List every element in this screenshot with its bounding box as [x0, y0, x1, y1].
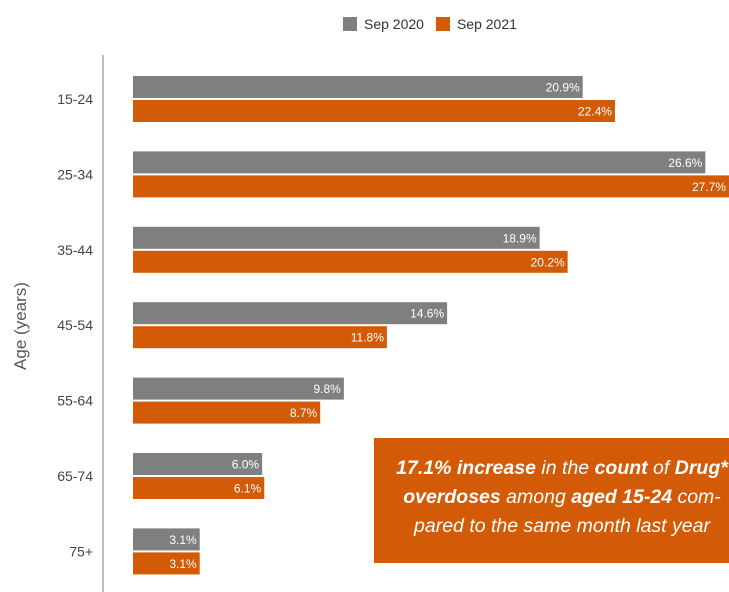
bar-sep-2021-45-54 — [133, 326, 387, 349]
category-label: 15-24 — [57, 91, 93, 107]
callout-text: among — [500, 486, 572, 508]
data-label: 14.6% — [410, 307, 444, 321]
bar-sep-2021-35-44 — [133, 250, 568, 273]
data-label: 3.1% — [169, 533, 197, 547]
bar-sep-2021-55-64 — [133, 401, 321, 424]
data-label: 18.9% — [503, 231, 537, 245]
category-label: 35-44 — [57, 242, 93, 258]
category-label: 75+ — [69, 543, 93, 559]
callout-text: in the — [536, 457, 595, 479]
callout-emphasis-age: aged 15-24 — [571, 486, 673, 508]
data-label: 9.8% — [313, 382, 341, 396]
bar-sep-2021-15-24 — [133, 100, 615, 122]
bar-sep-2020-65-74 — [133, 453, 263, 475]
category-label: 55-64 — [57, 393, 93, 409]
callout-emphasis-drug: Drug* — [674, 457, 728, 479]
callout-text: com-pared to the same month last year — [414, 486, 721, 537]
callout-text: of — [647, 457, 675, 479]
category-labels: 15-24 25-34 35-44 45-54 55-64 65-74 75+ — [57, 91, 93, 559]
legend-item-sep-2021: Sep 2021 — [435, 16, 517, 32]
bar-sep-2021-65-74 — [133, 477, 265, 499]
data-label: 11.8% — [351, 331, 384, 345]
callout-emphasis-increase: 17.1% increase — [396, 457, 537, 479]
legend: Sep 2020 Sep 2021 — [343, 13, 529, 35]
legend-label-sep-2021: Sep 2021 — [456, 16, 517, 32]
category-label: 45-54 — [57, 317, 93, 333]
data-label: 6.0% — [232, 458, 260, 472]
callout-emphasis-overdoses: overdoses — [403, 486, 501, 508]
y-axis-title: Age (years) — [11, 282, 30, 370]
bars-group: 20.9% 22.4% 26.6% 27.7% 18.9% 20.2% 14.6% 11.8%… — [133, 76, 729, 575]
data-label: 20.9% — [546, 81, 580, 95]
legend-item-sep-2020: Sep 2020 — [343, 16, 424, 32]
data-label: 27.7% — [692, 180, 726, 194]
data-label: 6.1% — [234, 482, 262, 496]
legend-swatch-sep-2020 — [343, 17, 357, 31]
callout-emphasis-count: count — [594, 457, 648, 479]
bar-sep-2020-25-34 — [133, 151, 706, 174]
category-label: 65-74 — [57, 468, 93, 484]
data-label: 3.1% — [169, 557, 197, 571]
data-label: 26.6% — [668, 156, 702, 170]
data-label: 22.4% — [578, 105, 612, 119]
data-label: 8.7% — [290, 406, 318, 420]
bar-sep-2020-75+ — [133, 528, 200, 551]
callout-box: 17.1% increase in the count of Drug* over… — [374, 438, 729, 563]
bar-sep-2020-45-54 — [133, 302, 448, 325]
legend-label-sep-2020: Sep 2020 — [364, 16, 424, 32]
bar-sep-2020-15-24 — [133, 76, 583, 98]
bar-sep-2021-75+ — [133, 552, 200, 575]
bar-sep-2020-55-64 — [133, 377, 344, 400]
bar-sep-2020-35-44 — [133, 226, 540, 249]
data-label: 20.2% — [531, 255, 565, 269]
bar-sep-2021-25-34 — [133, 175, 729, 198]
category-label: 25-34 — [57, 166, 93, 182]
legend-swatch-sep-2021 — [435, 17, 450, 31]
